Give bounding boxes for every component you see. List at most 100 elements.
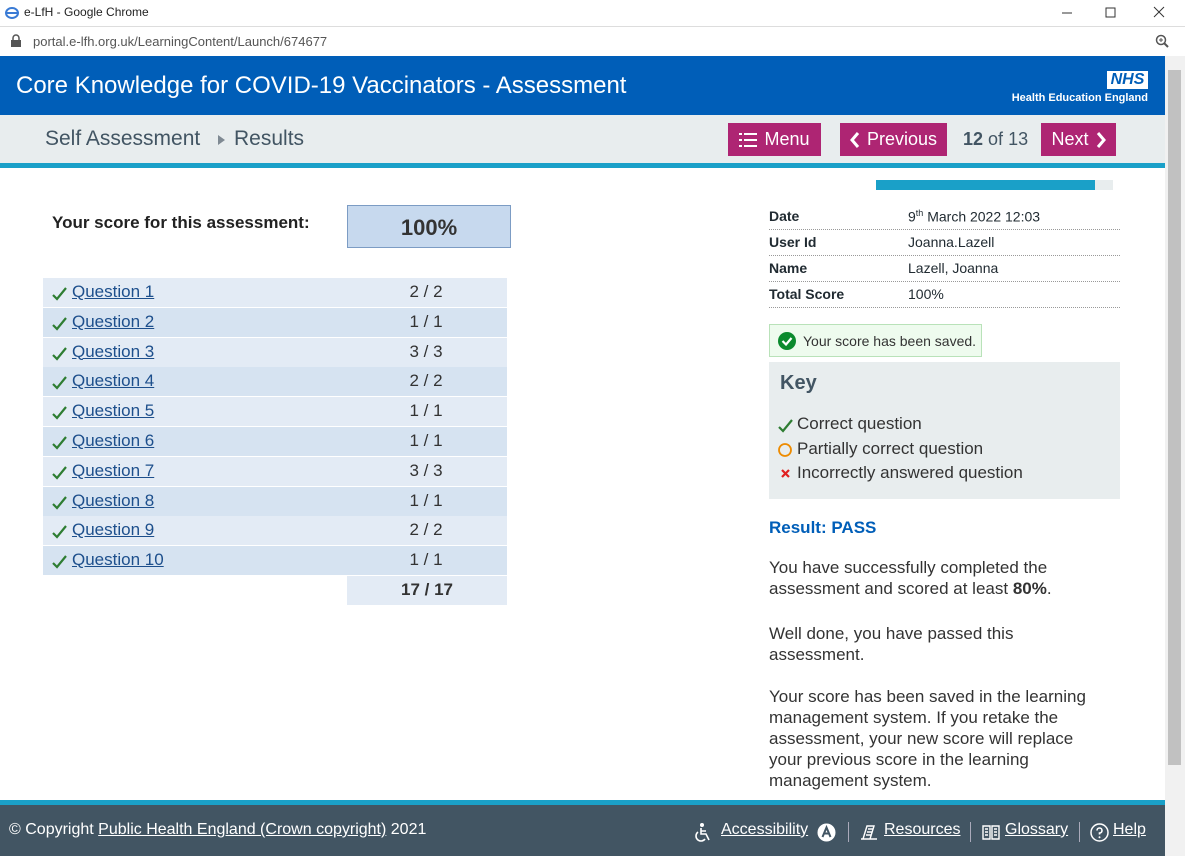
footer-link[interactable]: Glossary <box>1005 821 1069 838</box>
key-item: Correct question <box>797 414 922 433</box>
previous-label: Previous <box>866 129 938 149</box>
detail-row: Date 9th March 2022 12:03 <box>769 203 1120 230</box>
page-separator: of <box>988 129 1004 149</box>
menu-label: Menu <box>764 129 810 149</box>
key-item: Partially correct question <box>797 439 984 458</box>
question-link[interactable]: Question 2 <box>72 311 155 331</box>
table-row: Question 6 1 / 1 <box>43 427 507 457</box>
address-bar: portal.e-lfh.org.uk/LearningContent/Laun… <box>0 26 1185 57</box>
question-link[interactable]: Question 4 <box>72 371 155 391</box>
next-label: Next <box>1051 129 1089 149</box>
question-link[interactable]: Question 7 <box>72 460 155 480</box>
table-row: Question 1 2 / 2 <box>43 278 507 308</box>
divider <box>970 822 971 842</box>
question-score: 3 / 3 <box>409 460 443 480</box>
table-row: Question 8 1 / 1 <box>43 486 507 517</box>
table-row: Question 3 3 / 3 <box>43 337 507 368</box>
date-rest: March 2022 12:03 <box>927 208 1041 225</box>
check-icon <box>52 525 67 540</box>
app-header: Core Knowledge for COVID-19 Vaccinators … <box>0 56 1165 115</box>
page-counter: 12 of 13 <box>963 129 1028 150</box>
copyright-prefix: © Copyright <box>9 821 94 838</box>
glossary-icon <box>982 825 1000 840</box>
result-heading: Result: PASS <box>769 518 877 537</box>
a-icon <box>817 823 836 842</box>
previous-button[interactable]: Previous <box>840 123 947 156</box>
copyright-suffix: 2021 <box>390 821 427 838</box>
check-icon <box>52 555 67 569</box>
question-link[interactable]: Question 1 <box>72 282 155 301</box>
correct-icon <box>778 419 793 433</box>
chevron-right <box>1096 131 1106 148</box>
window-title: e-LfH - Google Chrome <box>24 5 149 19</box>
resources-icon <box>861 825 877 840</box>
check-icon <box>52 287 67 301</box>
summary-end: . <box>1046 579 1052 598</box>
menu-icon <box>739 132 758 147</box>
zoom-icon[interactable] <box>1155 34 1171 50</box>
footer-link[interactable]: Help <box>1113 821 1146 838</box>
copyright: © Copyright Public Health England (Crown… <box>9 821 426 839</box>
result-paragraph: Well done, you have passed this assessme… <box>769 624 1014 664</box>
key-item: Incorrectly answered question <box>797 463 1023 482</box>
date-suffix: th <box>915 208 924 218</box>
detail-value: Joanna.Lazell <box>908 234 995 250</box>
score-label: Your score for this assessment: <box>52 213 310 232</box>
summary-text: You have successfully completed the asse… <box>769 558 1048 598</box>
partial-icon <box>778 443 792 457</box>
detail-value: 100% <box>908 286 944 302</box>
question-score: 1 / 1 <box>409 490 443 510</box>
scrollbar[interactable] <box>1165 56 1185 856</box>
table-row: Question 7 3 / 3 <box>43 456 507 487</box>
table-row: Question 4 2 / 2 <box>43 367 507 398</box>
accessibility-icon <box>695 823 710 842</box>
detail-row: User Id Joanna.Lazell <box>769 229 1120 256</box>
nav-stripe <box>0 163 1165 168</box>
copyright-link[interactable]: Public Health England (Crown copyright) <box>98 821 387 838</box>
question-link[interactable]: Question 6 <box>72 431 155 450</box>
saved-icon <box>778 332 796 350</box>
check-icon <box>52 495 67 510</box>
question-score: 2 / 2 <box>409 520 443 540</box>
question-score: 1 / 1 <box>409 550 443 570</box>
chevron-left <box>850 131 860 148</box>
page-total: 13 <box>1008 129 1029 149</box>
check-icon <box>52 436 67 450</box>
detail-label: User Id <box>769 234 817 250</box>
footer-link[interactable]: Resources <box>884 821 961 838</box>
divider <box>1079 822 1080 842</box>
breadcrumb-item[interactable]: Self Assessment <box>45 127 201 150</box>
question-score: 3 / 3 <box>409 341 443 361</box>
breadcrumb-arrow <box>218 135 225 145</box>
course-title: Core Knowledge for COVID-19 Vaccinators … <box>16 72 627 99</box>
saved-message: Your score has been saved. <box>769 324 982 357</box>
question-score: 1 / 1 <box>409 311 443 331</box>
summary-bold: 80% <box>1012 579 1047 598</box>
question-link[interactable]: Question 10 <box>72 550 164 570</box>
scroll-thumb[interactable] <box>1168 70 1181 765</box>
menu-button[interactable]: Menu <box>728 123 821 156</box>
question-link[interactable]: Question 3 <box>72 341 155 361</box>
app-icon <box>5 7 19 19</box>
question-link[interactable]: Question 9 <box>72 520 155 540</box>
question-link[interactable]: Question 5 <box>72 401 155 421</box>
window-controls[interactable] <box>1060 4 1175 22</box>
check-icon <box>52 406 67 420</box>
footer-link[interactable]: Accessibility <box>721 821 809 838</box>
question-score: 1 / 1 <box>409 431 443 450</box>
nhs-logo: NHS <box>1107 71 1148 89</box>
breadcrumb-item: Results <box>234 127 305 150</box>
page-current: 12 <box>963 129 984 149</box>
detail-label: Date <box>769 208 800 224</box>
question-score: 2 / 2 <box>409 371 443 391</box>
detail-value: Lazell, Joanna <box>908 260 999 276</box>
detail-row: Total Score 100% <box>769 281 1120 308</box>
next-button[interactable]: Next <box>1041 123 1116 156</box>
question-link[interactable]: Question 8 <box>72 490 155 510</box>
progress-track <box>876 180 1113 190</box>
url[interactable]: portal.e-lfh.org.uk/LearningContent/Laun… <box>33 34 328 49</box>
check-icon <box>52 376 67 391</box>
detail-row: Name Lazell, Joanna <box>769 255 1120 282</box>
